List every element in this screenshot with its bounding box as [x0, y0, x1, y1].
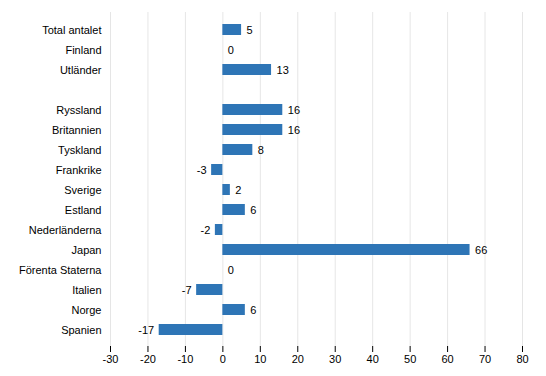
svg-text:-7: -7 — [182, 284, 192, 296]
svg-text:0: 0 — [220, 353, 226, 365]
svg-text:20: 20 — [292, 353, 304, 365]
svg-text:30: 30 — [329, 353, 341, 365]
svg-text:Nederländerna: Nederländerna — [29, 224, 103, 236]
svg-text:0: 0 — [228, 44, 234, 56]
svg-text:Tyskland: Tyskland — [58, 144, 101, 156]
svg-text:-2: -2 — [201, 224, 211, 236]
svg-text:Britannien: Britannien — [52, 124, 102, 136]
svg-text:40: 40 — [367, 353, 379, 365]
svg-text:Förenta Staterna: Förenta Staterna — [19, 264, 102, 276]
svg-text:2: 2 — [235, 184, 241, 196]
svg-text:Japan: Japan — [72, 244, 102, 256]
svg-text:-17: -17 — [138, 324, 154, 336]
svg-text:16: 16 — [288, 124, 300, 136]
svg-text:5: 5 — [247, 24, 253, 36]
svg-text:Frankrike: Frankrike — [56, 164, 102, 176]
svg-text:70: 70 — [479, 353, 491, 365]
svg-text:Spanien: Spanien — [61, 324, 101, 336]
svg-text:-10: -10 — [177, 353, 193, 365]
svg-text:60: 60 — [441, 353, 453, 365]
svg-text:-20: -20 — [140, 353, 156, 365]
svg-text:0: 0 — [228, 264, 234, 276]
svg-text:Norge: Norge — [72, 304, 102, 316]
svg-text:Italien: Italien — [72, 284, 101, 296]
svg-text:Sverige: Sverige — [64, 184, 101, 196]
svg-text:66: 66 — [475, 244, 487, 256]
svg-text:6: 6 — [250, 304, 256, 316]
svg-text:50: 50 — [404, 353, 416, 365]
svg-text:13: 13 — [277, 64, 289, 76]
svg-text:6: 6 — [250, 204, 256, 216]
svg-text:80: 80 — [516, 353, 528, 365]
svg-text:Utländer: Utländer — [60, 64, 102, 76]
svg-text:Finland: Finland — [65, 44, 101, 56]
svg-text:-3: -3 — [197, 164, 207, 176]
svg-text:Total antalet: Total antalet — [42, 24, 101, 36]
svg-text:-30: -30 — [103, 353, 119, 365]
svg-text:Ryssland: Ryssland — [56, 104, 101, 116]
svg-text:10: 10 — [254, 353, 266, 365]
svg-text:Estland: Estland — [65, 204, 102, 216]
svg-text:8: 8 — [258, 144, 264, 156]
svg-text:16: 16 — [288, 104, 300, 116]
